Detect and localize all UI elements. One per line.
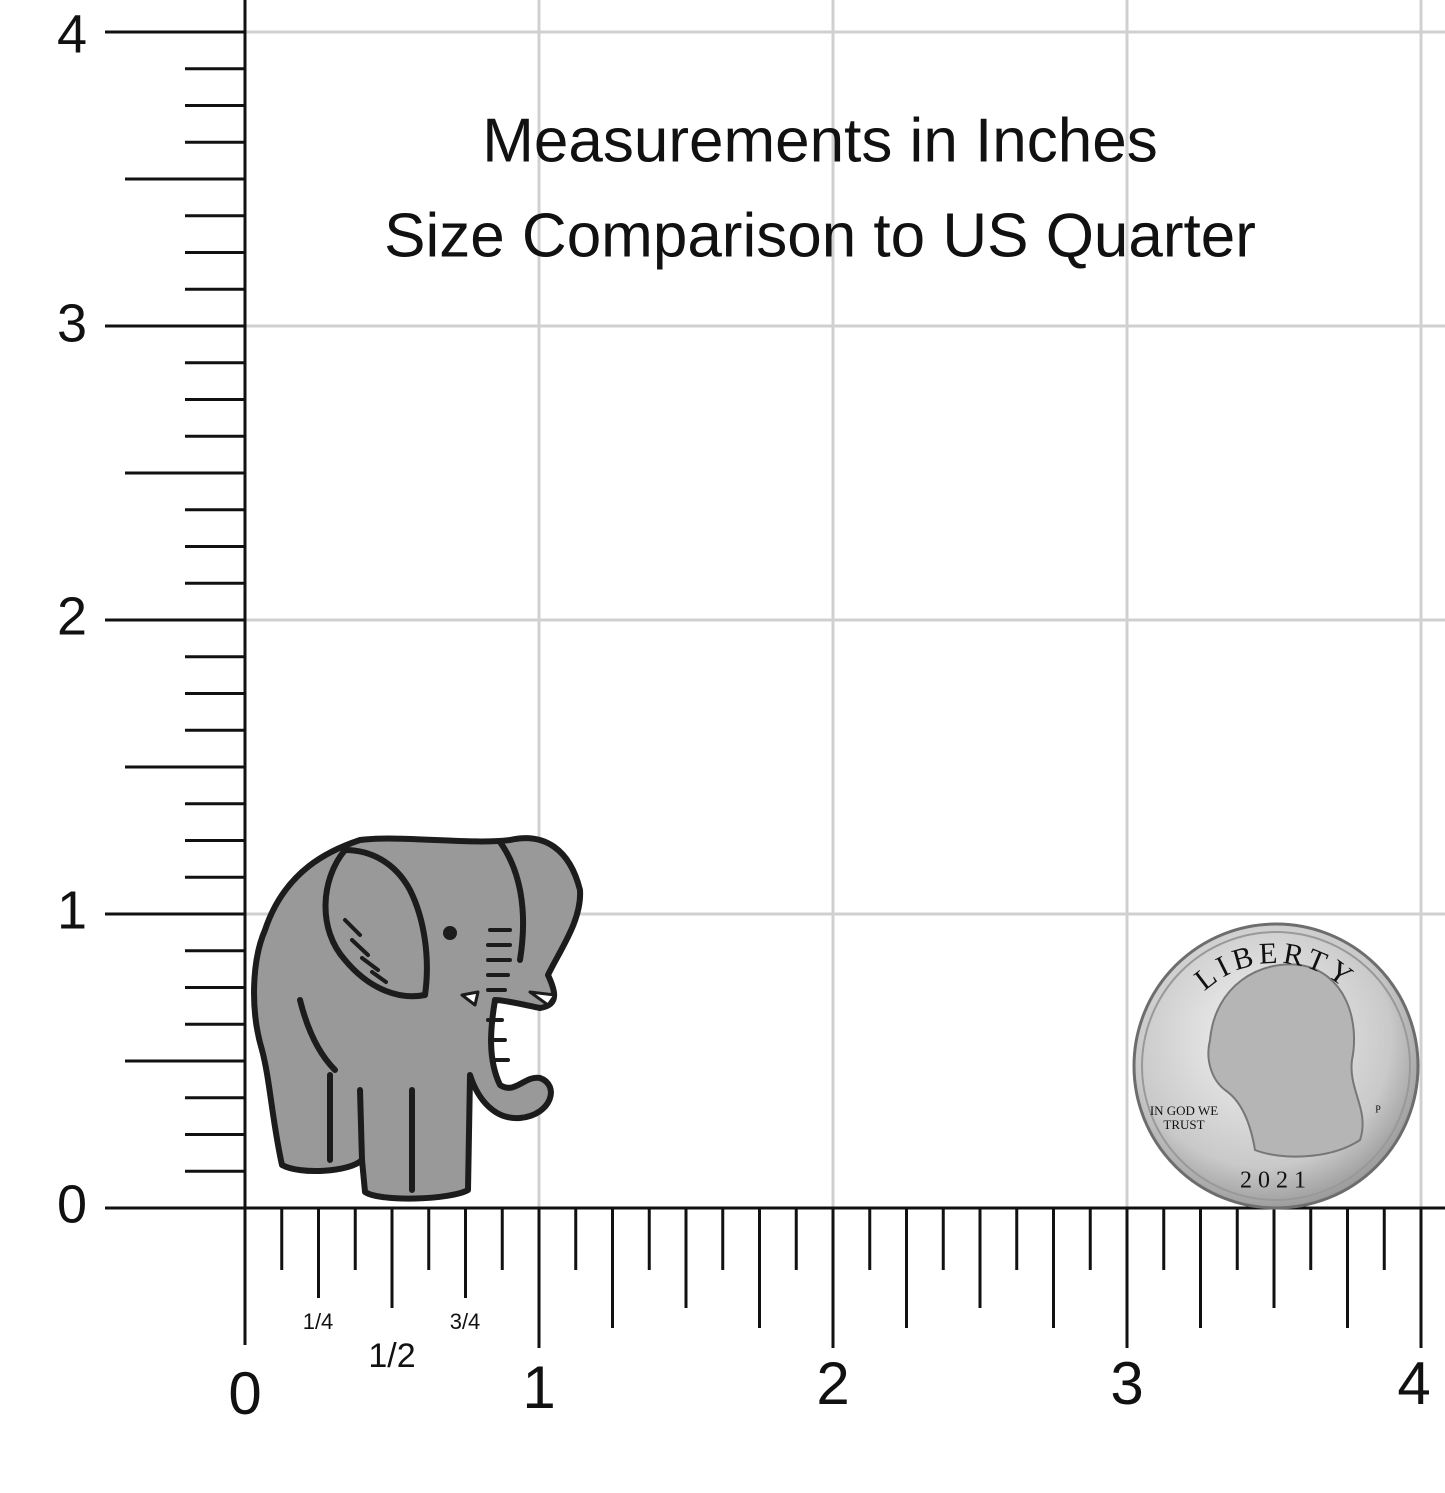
x-label: 0 <box>228 1360 261 1427</box>
us-quarter: LIBERTY IN GOD WE TRUST P 2021 <box>1132 922 1420 1210</box>
y-label: 3 <box>57 293 87 353</box>
x-label: 1/2 <box>368 1337 415 1375</box>
subtitle-line: Size Comparison to US Quarter <box>384 201 1256 270</box>
y-label: 1 <box>57 880 87 940</box>
y-label: 0 <box>57 1174 87 1234</box>
x-label: 4 <box>1397 1350 1430 1417</box>
coin-year: 2021 <box>1240 1168 1312 1194</box>
x-label: 2 <box>816 1350 849 1417</box>
x-label: 3/4 <box>450 1309 481 1334</box>
elephant-pin <box>251 835 584 1202</box>
x-label: 1 <box>522 1354 555 1421</box>
coin-motto: IN GOD WE <box>1150 1103 1218 1118</box>
coin-rim <box>1141 931 1411 1201</box>
title-line: Measurements in Inches <box>482 106 1157 175</box>
coin-mint: P <box>1375 1104 1381 1115</box>
y-label: 2 <box>57 586 87 646</box>
coin-portrait <box>1207 963 1364 1158</box>
coin-motto: TRUST <box>1163 1117 1204 1132</box>
x-label: 1/4 <box>303 1309 334 1334</box>
y-label: 4 <box>57 4 87 64</box>
x-label: 3 <box>1110 1350 1143 1417</box>
ticks <box>105 0 1445 1348</box>
